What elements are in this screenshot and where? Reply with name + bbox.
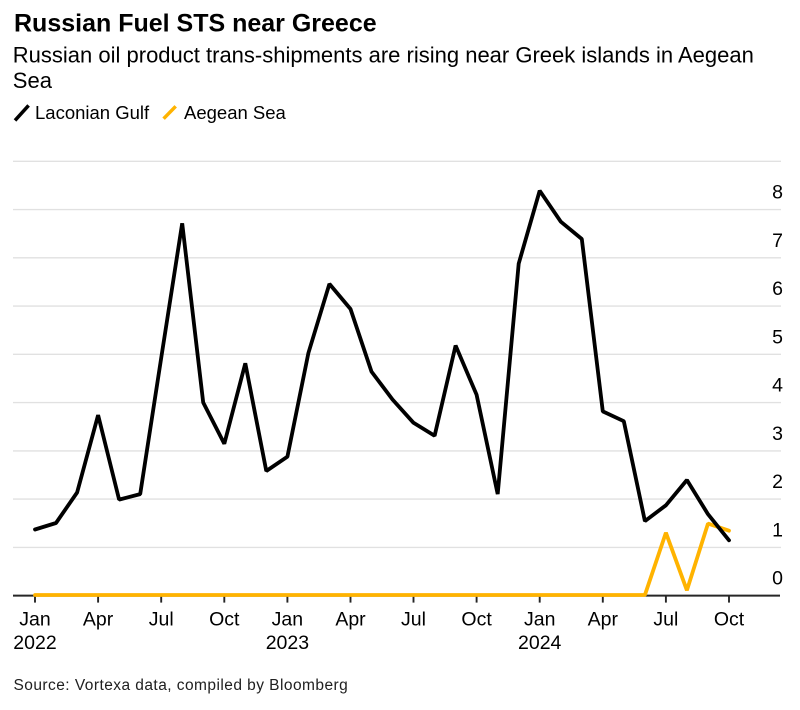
svg-text:8: 8 [772, 182, 783, 204]
svg-text:Jan: Jan [524, 609, 555, 631]
svg-text:Aegean Sea: Aegean Sea [184, 102, 287, 123]
svg-text:Jan: Jan [272, 609, 303, 631]
svg-text:Sea: Sea [13, 68, 53, 93]
svg-text:Source: Vortexa data, compiled: Source: Vortexa data, compiled by Bloomb… [14, 677, 349, 694]
svg-text:4: 4 [772, 375, 783, 397]
svg-text:Laconian Gulf: Laconian Gulf [35, 102, 150, 123]
svg-text:Jul: Jul [653, 609, 678, 631]
svg-text:Russian oil product trans-ship: Russian oil product trans-shipments are … [13, 43, 754, 68]
svg-text:Apr: Apr [588, 609, 619, 631]
svg-text:Jul: Jul [149, 609, 174, 631]
svg-text:Russian Fuel STS near Greece: Russian Fuel STS near Greece [14, 10, 377, 38]
svg-text:Oct: Oct [714, 609, 745, 631]
svg-text:1: 1 [772, 519, 783, 541]
svg-text:Oct: Oct [461, 609, 492, 631]
svg-text:Jul: Jul [401, 609, 426, 631]
svg-text:Jan: Jan [19, 609, 50, 631]
svg-text:2022: 2022 [13, 632, 56, 654]
svg-text:7: 7 [772, 230, 783, 252]
svg-text:5: 5 [772, 326, 783, 348]
svg-text:Oct: Oct [209, 609, 240, 631]
svg-text:2023: 2023 [266, 632, 309, 654]
svg-text:2: 2 [772, 471, 783, 493]
svg-text:Apr: Apr [83, 609, 114, 631]
svg-text:0: 0 [772, 568, 783, 590]
svg-text:6: 6 [772, 278, 783, 300]
svg-text:3: 3 [772, 423, 783, 445]
svg-text:2024: 2024 [518, 632, 562, 654]
svg-text:Apr: Apr [335, 609, 366, 631]
